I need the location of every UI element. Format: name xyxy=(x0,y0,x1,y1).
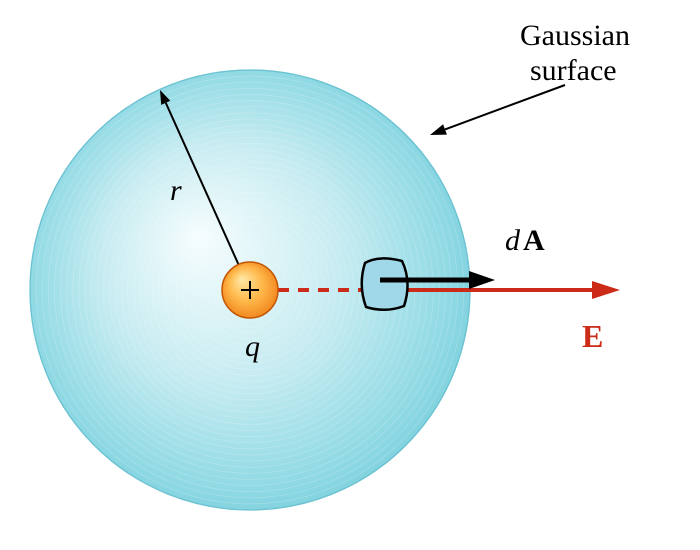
label-r: r xyxy=(170,174,182,207)
label-gaussian: Gaussian xyxy=(520,19,630,52)
diagram-canvas: Gaussiansurface r q dA E xyxy=(0,0,700,550)
label-E: E xyxy=(582,318,603,354)
area-element-patch xyxy=(362,258,408,309)
label-surface: surface xyxy=(530,54,617,87)
label-d: d xyxy=(505,224,521,257)
gaussian-pointer-arrow xyxy=(430,85,565,135)
label-A: A xyxy=(523,224,545,257)
label-q: q xyxy=(245,330,260,363)
